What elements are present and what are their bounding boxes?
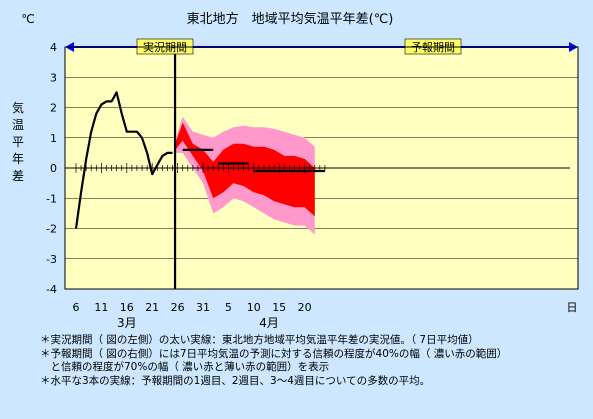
forecast-bands <box>175 116 315 235</box>
month-label: 3月 <box>117 316 137 330</box>
x-tick-label: 20 <box>298 301 312 314</box>
y-tick-label: 2 <box>50 102 57 115</box>
y-unit-label: ℃ <box>21 12 34 26</box>
month-label: 4月 <box>259 316 279 330</box>
y-tick-label: 3 <box>50 71 57 84</box>
y-tick-label: -2 <box>46 223 57 236</box>
x-tick-label: 5 <box>225 301 232 314</box>
x-unit-label: 日 <box>567 301 578 314</box>
y-tick-label: -4 <box>46 283 57 296</box>
x-tick-label: 10 <box>247 301 261 314</box>
data-lines <box>74 44 325 289</box>
y-tick-label: -1 <box>46 192 57 205</box>
note-observed: ＊実況期間（ 図の左側）の太い実線：東北地方地域平均気温平年差の実況値。（ 7日… <box>40 334 479 346</box>
chart-title: 東北地方 地域平均気温平年差(℃) <box>187 11 394 27</box>
x-tick-label: 26 <box>171 301 185 314</box>
note-forecast-range: ＊予報期間（ 図の右側）には7日平均気温の予測に対する信頼の程度が40%の幅（ … <box>40 347 508 360</box>
note-weekly-means: ＊水平な3本の実線：予報期間の1週目、2週目、3〜4週目についての多数の平均。 <box>40 374 431 387</box>
plot-frame <box>64 46 579 290</box>
note-forecast-range-cont: と信頼の程度が70%の幅（ 濃い赤と薄い赤の範囲）を表示 <box>40 361 330 373</box>
x-tick-label: 21 <box>145 301 159 314</box>
x-tick-label: 15 <box>272 301 286 314</box>
y-tick-label: 4 <box>50 41 57 54</box>
y-tick-label: 0 <box>50 162 57 175</box>
y-tick-label: -3 <box>46 253 57 266</box>
observed-line <box>74 91 173 229</box>
band-40pct <box>175 122 315 217</box>
x-tick-label: 16 <box>120 301 134 314</box>
notes: ＊実況期間（ 図の左側）の太い実線：東北地方地域平均気温平年差の実況値。（ 7日… <box>40 334 585 388</box>
x-tick-label: 6 <box>73 301 80 314</box>
zero-axis <box>65 163 570 173</box>
x-tick-label: 31 <box>196 301 210 314</box>
x-tick-label: 11 <box>94 301 108 314</box>
y-axis-label: 気温平年差 <box>12 100 24 183</box>
y-tick-label: 1 <box>50 132 57 145</box>
